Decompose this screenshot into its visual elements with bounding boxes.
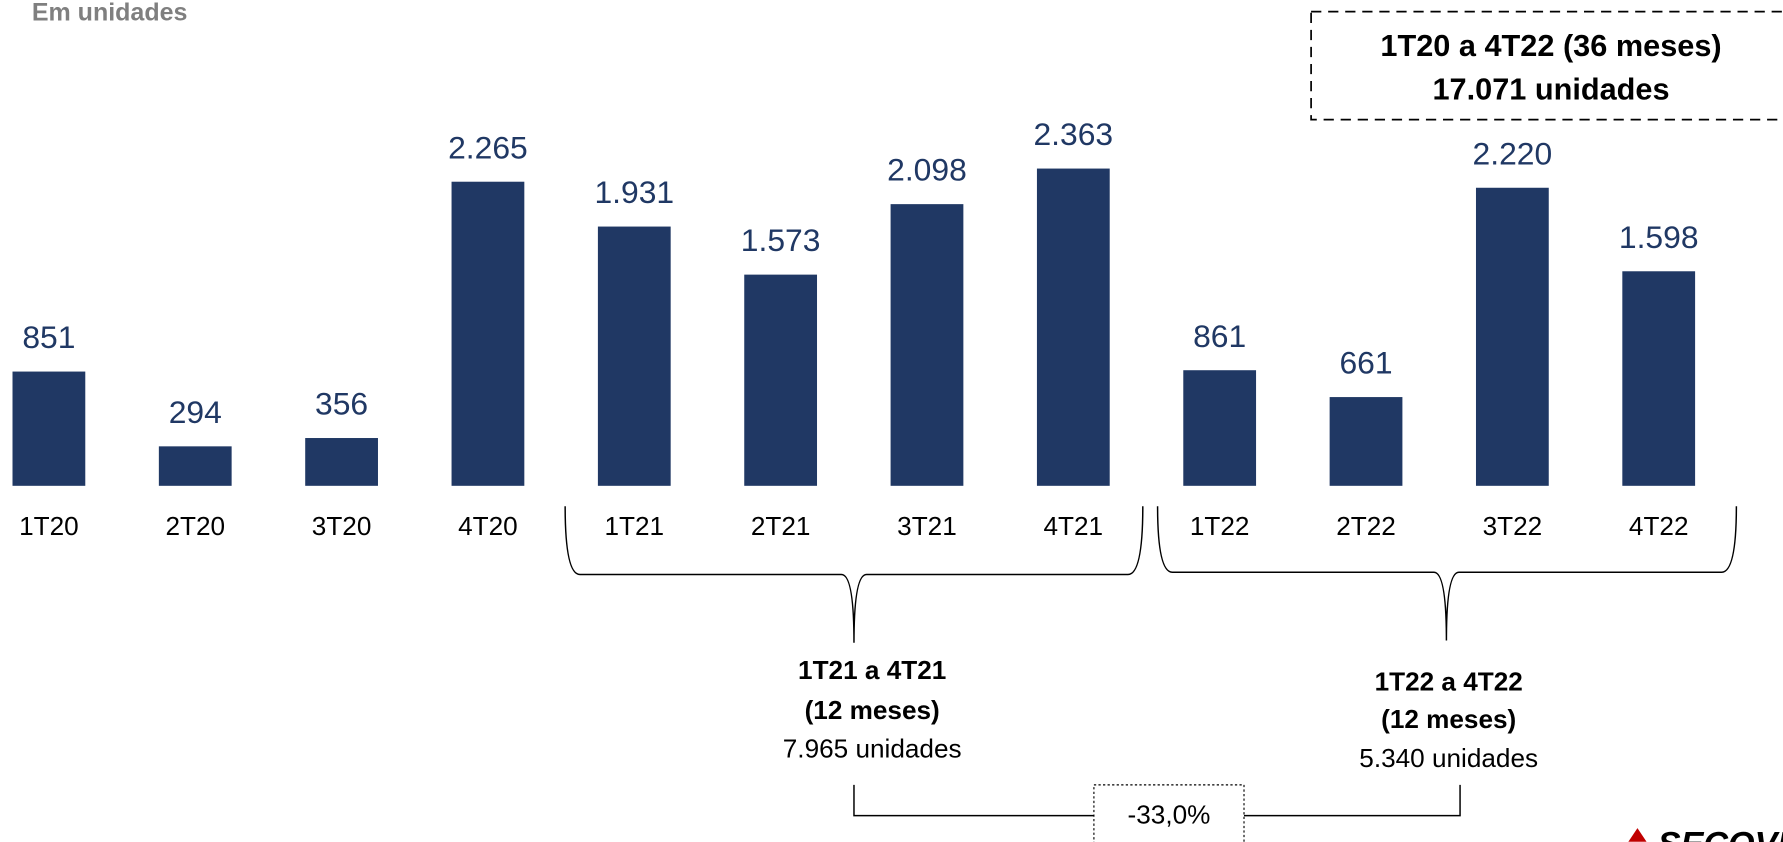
total-value: 17.071 unidades [1432,71,1669,106]
value-label: 2.363 [1033,116,1113,152]
group-total: 5.340 unidades [1359,743,1538,773]
group-label: 1T21 a 4T21 [798,655,946,685]
bar [1622,271,1696,486]
x-tick-label: 3T20 [312,511,372,541]
x-tick-label: 1T20 [19,511,79,541]
bar [1183,370,1257,486]
bar [597,226,671,486]
bar [1475,187,1549,486]
bar [744,274,818,486]
value-label: 1.598 [1619,219,1699,255]
value-label: 861 [1193,318,1246,354]
logo-icon [1628,828,1647,842]
bar [1329,397,1403,486]
group-label: (12 meses) [805,695,940,725]
value-label: 2.265 [448,129,528,165]
value-label: 1.573 [741,222,821,258]
value-label: 2.220 [1473,135,1553,171]
group-label: (12 meses) [1381,704,1516,734]
value-label: 1.931 [594,174,674,210]
x-tick-label: 1T21 [604,511,664,541]
x-tick-label: 2T22 [1336,511,1396,541]
x-tick-label: 2T21 [751,511,811,541]
group-total: 7.965 unidades [783,734,962,764]
change-box [1093,784,1245,842]
change-label: -33,0% [1128,800,1211,830]
bar [890,204,964,486]
bar [451,181,525,486]
subtitle: Em unidades [32,0,188,27]
value-label: 851 [22,319,75,355]
x-tick-label: 4T20 [458,511,518,541]
x-tick-label: 3T21 [897,511,957,541]
logo: SECOVI [1658,825,1783,842]
brace [564,506,1144,643]
value-label: 294 [169,394,222,430]
group-label: 1T22 a 4T22 [1375,667,1523,697]
x-tick-label: 2T20 [165,511,225,541]
value-label: 356 [315,386,368,422]
brace [1156,506,1738,641]
bar [12,371,86,486]
x-tick-label: 3T22 [1483,511,1543,541]
bar [305,438,378,486]
x-tick-label: 1T22 [1190,511,1250,541]
bar [158,446,232,486]
value-label: 661 [1339,345,1392,381]
x-tick-label: 4T21 [1044,511,1104,541]
comparison-line [853,784,1461,817]
x-tick-label: 4T22 [1629,511,1689,541]
total-box [1310,10,1783,121]
bar [1036,168,1110,486]
total-title: 1T20 a 4T22 (36 meses) [1380,28,1721,63]
value-label: 2.098 [887,152,967,188]
